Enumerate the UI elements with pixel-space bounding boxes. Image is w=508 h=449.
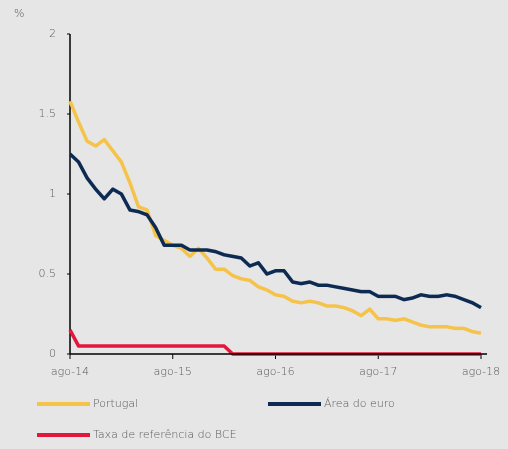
y-tick-label: 0: [49, 347, 56, 360]
y-tick-label: 0.5: [39, 267, 57, 280]
x-tick-label: ago-16: [256, 365, 294, 378]
series-line: [68, 100, 482, 335]
y-unit: %: [14, 7, 24, 20]
legend-label: Área do euro: [324, 397, 395, 410]
x-tick-label: ago-14: [51, 365, 89, 378]
x-tick-label: ago-18: [462, 365, 500, 378]
x-tick-label: ago-17: [359, 365, 397, 378]
y-tick-label: 1: [49, 187, 56, 200]
legend-label: Taxa de referência do BCE: [93, 428, 237, 441]
x-tick-label: ago-15: [154, 365, 192, 378]
series-line: [68, 152, 482, 310]
y-tick-label: 2: [49, 27, 56, 40]
y-tick-label: 1.5: [39, 107, 57, 120]
legend-label: Portugal: [93, 397, 138, 410]
